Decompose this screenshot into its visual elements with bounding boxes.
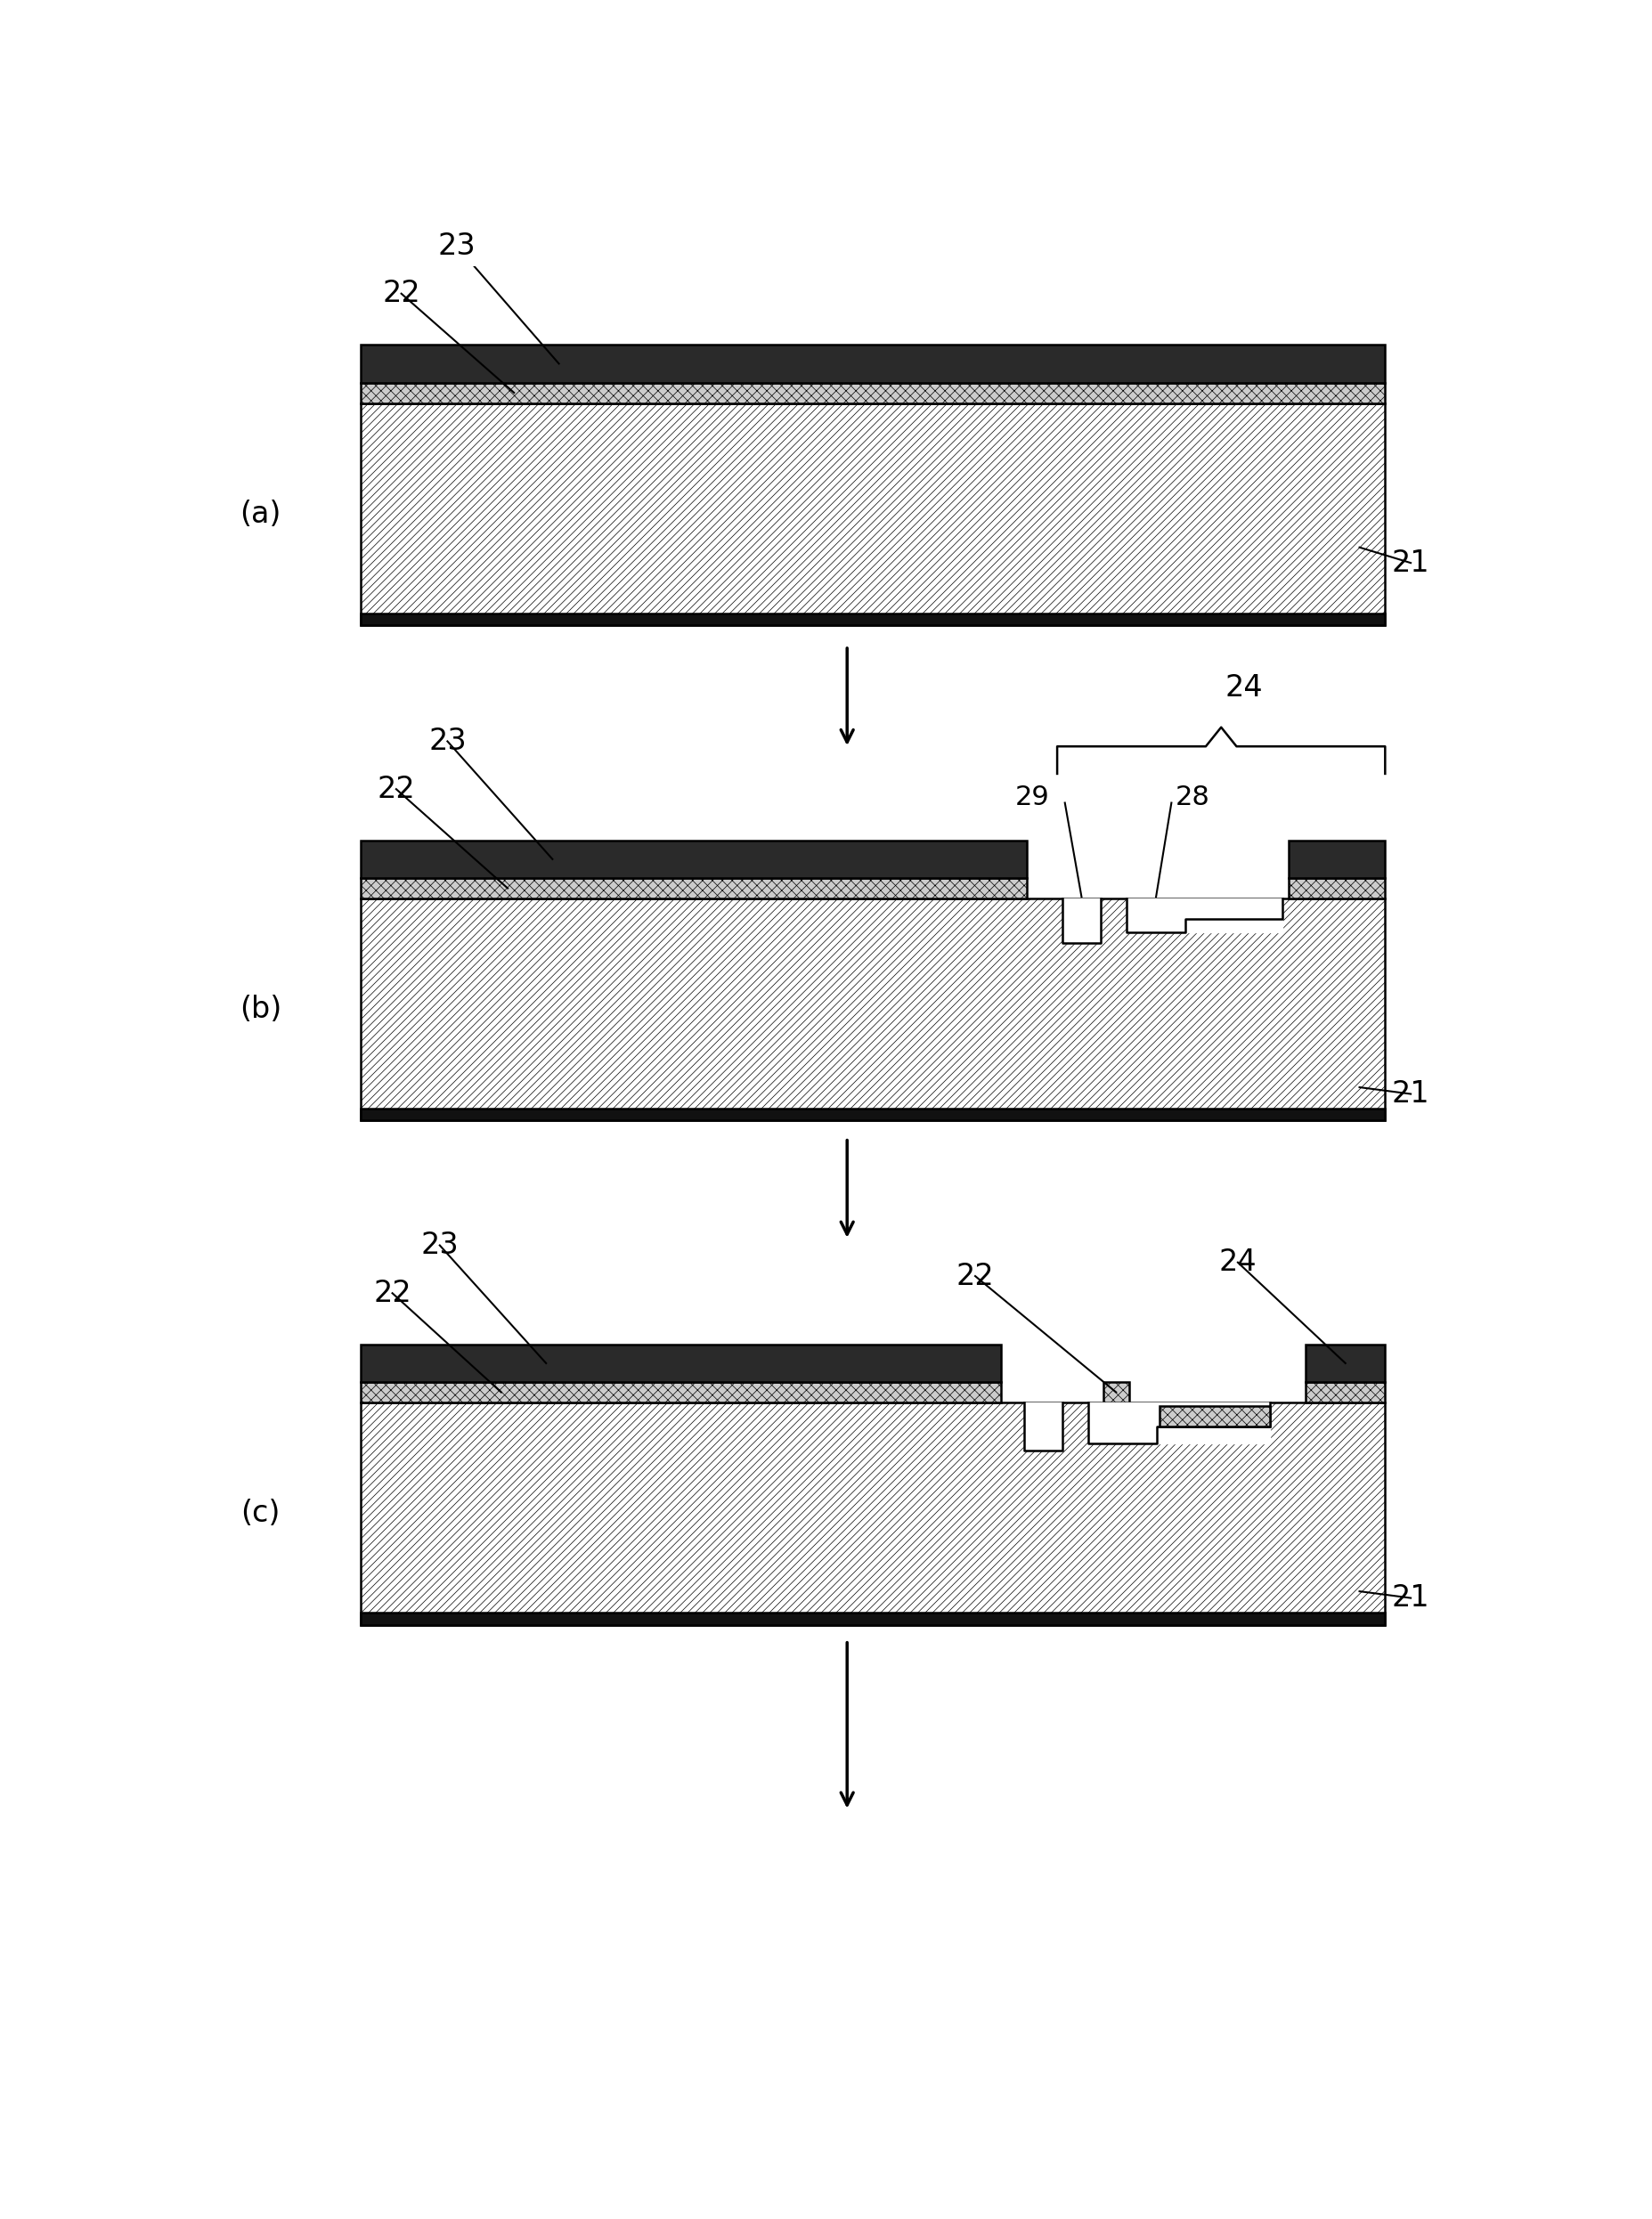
Bar (1160, 1407, 1269, 1427)
Text: 28: 28 (1175, 786, 1209, 810)
Bar (1305, 1382, 1384, 1402)
Bar (360, 404, 1384, 626)
Text: 22: 22 (377, 774, 415, 803)
Bar (1289, 879, 1384, 899)
Bar (360, 1345, 1001, 1382)
Text: 24: 24 (1218, 1247, 1256, 1278)
Bar (360, 1402, 1384, 1624)
Bar (360, 344, 1384, 382)
Bar (360, 841, 1026, 879)
Text: 22: 22 (373, 1278, 411, 1307)
Bar (360, 879, 1026, 899)
Bar (1104, 1382, 1128, 1402)
Text: 21: 21 (1391, 548, 1429, 577)
Polygon shape (1023, 1402, 1062, 1451)
Text: 29: 29 (1014, 786, 1049, 810)
Text: 23: 23 (438, 231, 476, 260)
Polygon shape (1087, 1402, 1269, 1445)
Text: 22: 22 (382, 280, 420, 308)
Text: 21: 21 (1391, 1078, 1429, 1110)
Text: 23: 23 (421, 1232, 459, 1260)
Bar (360, 612, 1384, 626)
Bar (360, 1613, 1384, 1624)
Text: (b): (b) (240, 994, 281, 1025)
Bar (360, 382, 1384, 404)
Text: 21: 21 (1391, 1584, 1429, 1613)
Polygon shape (1125, 899, 1282, 932)
Text: 24: 24 (1224, 675, 1262, 703)
Polygon shape (1062, 899, 1100, 943)
Text: 22: 22 (955, 1260, 995, 1291)
Bar (1289, 841, 1384, 879)
Bar (360, 1382, 1001, 1402)
Bar (360, 899, 1384, 1121)
Text: 23: 23 (428, 726, 466, 757)
Text: (a): (a) (240, 499, 281, 528)
Bar (360, 1110, 1384, 1121)
Text: (c): (c) (241, 1498, 281, 1529)
Bar (1305, 1345, 1384, 1382)
